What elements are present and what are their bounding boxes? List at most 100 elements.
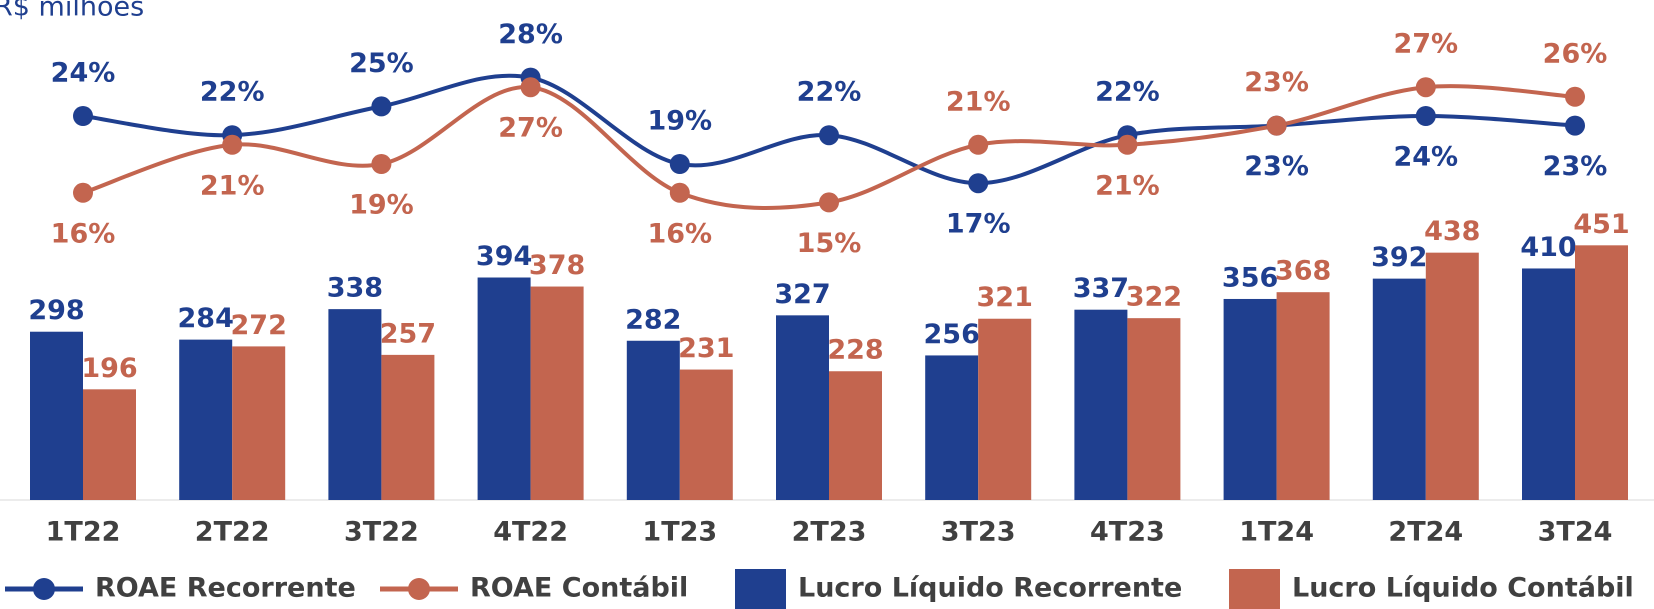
bar — [829, 371, 882, 500]
legend-label: ROAE Recorrente — [95, 573, 356, 604]
line-marker — [819, 192, 839, 213]
bar — [626, 340, 680, 500]
line-marker — [819, 125, 839, 146]
chart-title: R$ milhões — [0, 0, 144, 23]
line-label: 19% — [647, 106, 712, 137]
line-marker — [73, 106, 93, 126]
bar — [776, 315, 829, 500]
line-marker — [371, 96, 392, 117]
bar-label: 272 — [231, 310, 287, 341]
bar-label: 282 — [625, 304, 681, 335]
x-tick-label: 4T22 — [493, 517, 568, 548]
bar — [1276, 292, 1330, 500]
line-label: 26% — [1543, 38, 1608, 69]
bar-label: 298 — [28, 295, 84, 326]
line-marker — [1565, 86, 1585, 107]
x-tick-label: 3T23 — [941, 517, 1016, 548]
bar — [978, 318, 1032, 500]
line-label: 17% — [946, 209, 1011, 240]
line-marker — [1565, 115, 1585, 136]
bar — [1522, 268, 1575, 500]
bar — [530, 286, 584, 500]
line-marker — [371, 154, 392, 174]
x-tick-label: 2T23 — [792, 517, 867, 548]
line-label: 23% — [1244, 151, 1309, 182]
bar-label: 322 — [1126, 282, 1182, 313]
bar — [328, 309, 382, 500]
bar — [232, 346, 286, 500]
line-label: 22% — [200, 77, 265, 108]
bar-label: 228 — [827, 335, 883, 366]
line-label: 21% — [946, 86, 1011, 117]
line-marker — [1415, 77, 1436, 98]
x-tick-label: 2T24 — [1388, 517, 1463, 548]
x-tick-label: 4T23 — [1090, 517, 1165, 548]
line-label: 22% — [1095, 77, 1160, 108]
bar — [179, 339, 233, 500]
line-label: 15% — [797, 228, 862, 259]
legend-marker — [408, 578, 430, 600]
line-marker — [1117, 134, 1138, 155]
bar-label: 256 — [924, 319, 980, 350]
bar-label: 327 — [774, 279, 830, 310]
bar-label: 392 — [1371, 242, 1427, 273]
bar-label: 257 — [380, 318, 436, 349]
line-marker — [1415, 106, 1436, 126]
x-tick-label: 1T23 — [642, 517, 717, 548]
bar — [83, 389, 136, 500]
line-label: 21% — [1095, 170, 1160, 201]
line-marker — [669, 154, 690, 174]
line-marker — [520, 77, 541, 98]
line-label: 23% — [1543, 151, 1608, 182]
bar — [1074, 309, 1128, 500]
line-label: 23% — [1244, 67, 1309, 98]
line-marker — [968, 173, 989, 194]
bar-label: 356 — [1222, 262, 1278, 293]
bar — [1127, 318, 1181, 500]
line-label: 19% — [349, 190, 414, 221]
legend-label: ROAE Contábil — [470, 573, 688, 604]
bar — [30, 331, 83, 500]
x-tick-label: 1T22 — [46, 517, 121, 548]
legend-label: Lucro Líquido Recorrente — [798, 573, 1182, 604]
legend-label: Lucro Líquido Contábil — [1292, 573, 1634, 604]
x-tick-label: 2T22 — [195, 517, 270, 548]
line-label: 22% — [797, 77, 862, 108]
line-marker — [222, 134, 243, 155]
bar — [1223, 298, 1277, 500]
x-tick-label: 3T24 — [1538, 517, 1613, 548]
bar — [1575, 245, 1628, 500]
bar-label: 321 — [977, 282, 1033, 313]
line-marker — [968, 134, 989, 155]
bar-label: 338 — [327, 273, 383, 304]
line-marker — [669, 182, 690, 203]
x-tick-label: 3T22 — [344, 517, 419, 548]
legend-marker — [33, 578, 55, 600]
line-label: 16% — [647, 218, 712, 249]
line-marker — [1266, 115, 1287, 136]
bar-label: 438 — [1424, 216, 1480, 247]
line-marker — [73, 182, 93, 203]
line-label: 16% — [51, 218, 116, 249]
bar-label: 368 — [1275, 256, 1331, 287]
line-label: 25% — [349, 48, 414, 79]
bar-label: 451 — [1573, 209, 1629, 240]
bar-label: 337 — [1073, 273, 1129, 304]
bar — [1372, 278, 1426, 500]
line-label: 24% — [1393, 142, 1458, 173]
line-label: 27% — [1393, 29, 1458, 60]
bar — [679, 369, 733, 500]
legend-swatch — [735, 569, 786, 609]
bar — [477, 277, 531, 500]
bar-label: 378 — [529, 250, 585, 281]
bar — [381, 354, 435, 500]
line-label: 28% — [498, 19, 563, 50]
line-label: 27% — [498, 113, 563, 144]
bar-label: 284 — [178, 303, 234, 334]
bar-label: 394 — [476, 241, 532, 272]
bar-label: 196 — [81, 353, 137, 384]
line-label: 21% — [200, 170, 265, 201]
bar-label: 231 — [678, 333, 734, 364]
